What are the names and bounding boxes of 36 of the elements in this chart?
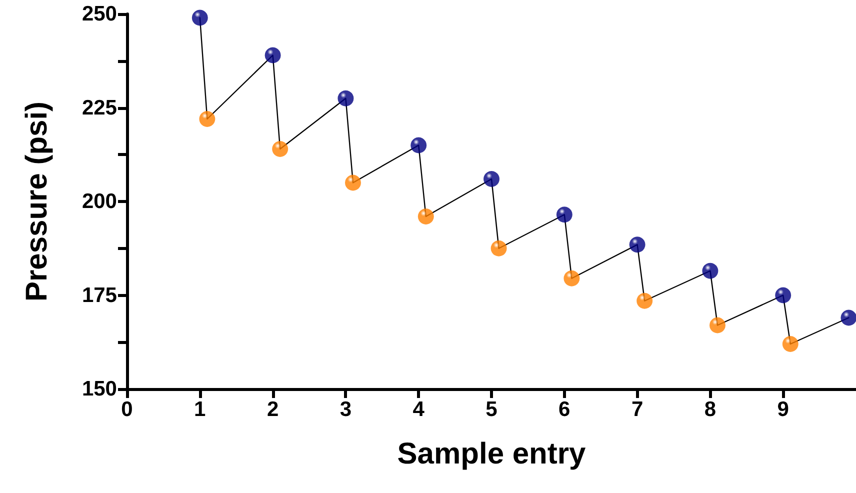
point xyxy=(636,292,653,309)
point xyxy=(338,90,354,106)
point xyxy=(410,137,427,154)
y-axis-title: Pressure (psi) xyxy=(20,101,54,302)
y-tick-label: 150 xyxy=(82,378,117,400)
x-tick-label: 4 xyxy=(412,398,425,421)
point xyxy=(840,310,856,326)
point xyxy=(702,262,718,279)
point xyxy=(272,141,288,157)
point xyxy=(490,240,507,256)
point xyxy=(710,317,726,334)
y-tick-label: 200 xyxy=(82,190,117,213)
point xyxy=(199,111,216,127)
x-tick-label: 7 xyxy=(631,398,644,421)
x-tick-label: 8 xyxy=(704,398,716,421)
point xyxy=(418,208,434,224)
x-axis-title: Sample entry xyxy=(397,438,586,470)
point xyxy=(629,236,646,253)
point xyxy=(775,287,792,304)
point xyxy=(556,206,572,223)
y-tick-label: 175 xyxy=(82,284,118,307)
y-tick-label: 250 xyxy=(82,2,117,26)
x-tick-label: 5 xyxy=(486,398,498,421)
x-tick-label: 2 xyxy=(266,398,279,421)
x-tick-label: 6 xyxy=(558,398,570,421)
y-tick-label: 225 xyxy=(82,96,118,120)
point xyxy=(564,270,580,286)
point xyxy=(484,171,500,187)
point xyxy=(345,174,361,191)
point xyxy=(264,47,281,64)
x-tick-label: 0 xyxy=(121,398,133,421)
point xyxy=(192,10,208,26)
x-tick-label: 1 xyxy=(194,398,206,421)
point xyxy=(782,336,798,352)
x-tick-label: 9 xyxy=(777,398,789,421)
x-tick-label: 3 xyxy=(340,398,352,421)
